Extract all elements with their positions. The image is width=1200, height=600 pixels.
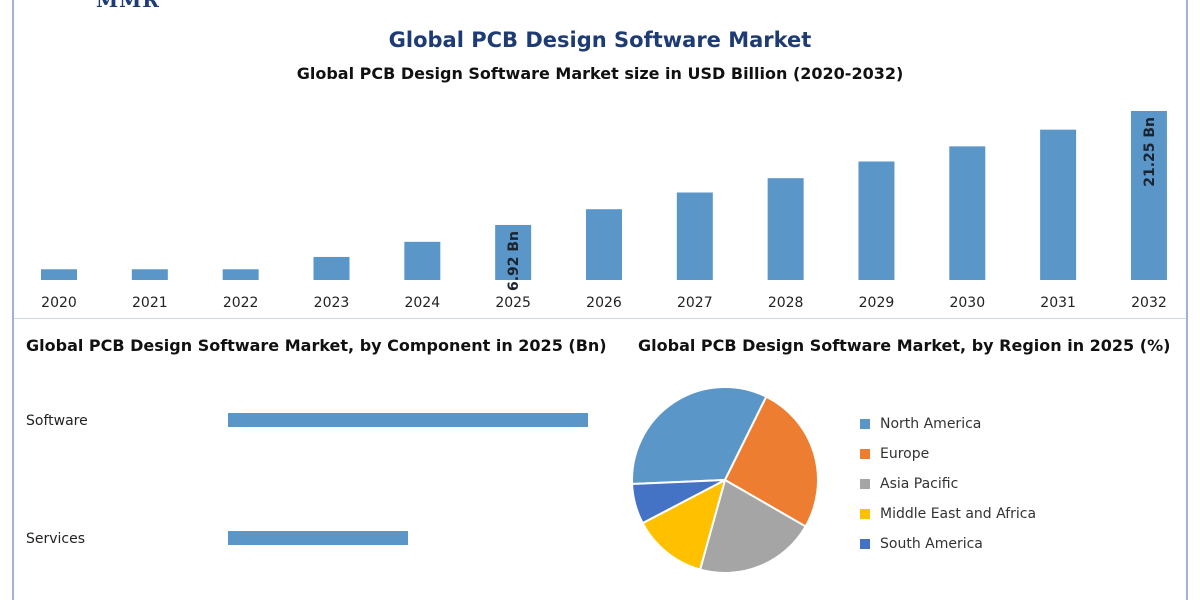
y-category-label: Software bbox=[26, 413, 88, 429]
x-tick-label: 2025 bbox=[495, 295, 531, 311]
bar-2027 bbox=[676, 192, 713, 280]
legend-item: Asia Pacific bbox=[860, 469, 1036, 499]
bar-services bbox=[228, 531, 408, 545]
mmr-logo: MMR bbox=[96, 0, 160, 10]
bar-2021 bbox=[131, 269, 168, 280]
bar-2029 bbox=[858, 161, 895, 280]
bar-2031 bbox=[1040, 129, 1077, 280]
bar-2022 bbox=[222, 269, 259, 280]
x-tick-label: 2027 bbox=[677, 295, 713, 311]
y-category-label: Services bbox=[26, 531, 85, 547]
x-tick-label: 2020 bbox=[41, 295, 77, 311]
region-pie-chart bbox=[631, 386, 819, 574]
bar-chart-subtitle: Global PCB Design Software Market size i… bbox=[296, 64, 904, 83]
legend-label: Asia Pacific bbox=[880, 476, 959, 492]
section-divider bbox=[14, 318, 1186, 319]
legend-swatch bbox=[860, 419, 870, 429]
pie-slice-europe bbox=[723, 395, 819, 528]
bar-2024 bbox=[404, 241, 441, 280]
bar-2025 bbox=[495, 224, 532, 280]
top-header-strip: MMR bbox=[0, 0, 1200, 10]
x-tick-label: 2021 bbox=[132, 295, 168, 311]
x-tick-label: 2022 bbox=[223, 295, 259, 311]
pie-slice-middle-east-and-africa bbox=[641, 478, 727, 571]
legend-swatch bbox=[860, 509, 870, 519]
pie-slice-south-america bbox=[631, 479, 726, 525]
legend-swatch bbox=[860, 539, 870, 549]
bar-2020 bbox=[41, 269, 77, 280]
bar-software bbox=[228, 413, 588, 427]
left-frame-border bbox=[0, 0, 14, 600]
pie-slice-north-america bbox=[631, 386, 768, 486]
region-legend: North America Europe Asia Pacific Middle Ea… bbox=[860, 409, 1036, 559]
x-tick-label: 2028 bbox=[768, 295, 804, 311]
legend-item: Middle East and Africa bbox=[860, 499, 1036, 529]
x-tick-label: 2026 bbox=[586, 295, 622, 311]
market-size-bar-chart: 2020 2021 2022 2023 2024 2025 6.92 Bn 2026 2027 2… bbox=[41, 110, 1167, 311]
x-tick-label: 2032 bbox=[1131, 295, 1167, 311]
bar-2026 bbox=[585, 209, 622, 280]
legend-item: Europe bbox=[860, 439, 1036, 469]
pie-slice-asia-pacific bbox=[698, 478, 807, 574]
bar-data-label: 21.25 Bn bbox=[1142, 117, 1158, 187]
bar-2032 bbox=[1130, 110, 1167, 280]
legend-label: Europe bbox=[880, 446, 930, 462]
bar-2030 bbox=[949, 146, 986, 280]
bar-2023 bbox=[313, 256, 350, 280]
right-frame-border bbox=[1186, 0, 1200, 600]
bar-2028 bbox=[767, 178, 804, 280]
legend-label: South America bbox=[880, 536, 983, 552]
legend-item: South America bbox=[860, 529, 1036, 559]
x-tick-label: 2023 bbox=[314, 295, 350, 311]
bar-data-label: 6.92 Bn bbox=[506, 231, 522, 291]
component-chart-title: Global PCB Design Software Market, by Co… bbox=[26, 336, 607, 355]
x-tick-label: 2030 bbox=[949, 295, 985, 311]
component-bar-chart: Software Services bbox=[26, 413, 588, 547]
x-tick-label: 2031 bbox=[1040, 295, 1076, 311]
main-title: Global PCB Design Software Market bbox=[388, 28, 812, 52]
region-chart-title: Global PCB Design Software Market, by Re… bbox=[638, 336, 1171, 355]
legend-item: North America bbox=[860, 409, 1036, 439]
legend-label: North America bbox=[880, 416, 982, 432]
legend-swatch bbox=[860, 479, 870, 489]
legend-label: Middle East and Africa bbox=[880, 506, 1037, 522]
x-tick-label: 2024 bbox=[404, 295, 440, 311]
legend-swatch bbox=[860, 449, 870, 459]
x-tick-label: 2029 bbox=[859, 295, 895, 311]
